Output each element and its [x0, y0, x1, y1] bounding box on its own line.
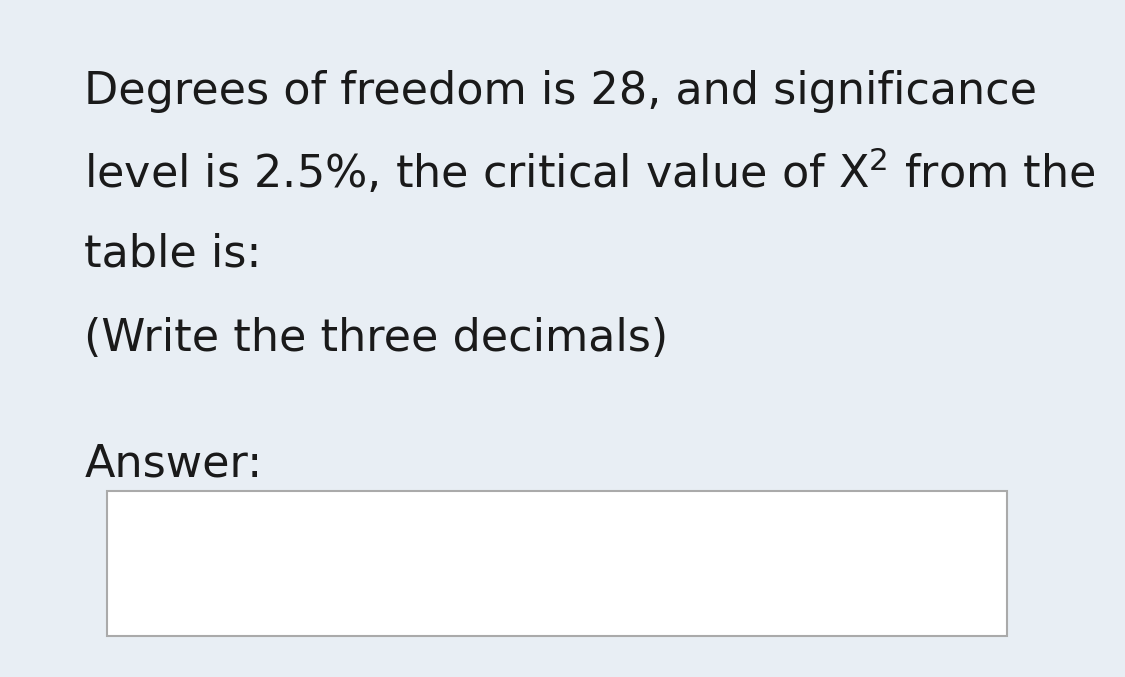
Text: table is:: table is: — [84, 232, 262, 276]
Text: (Write the three decimals): (Write the three decimals) — [84, 317, 668, 360]
Text: Degrees of freedom is 28, and significance: Degrees of freedom is 28, and significan… — [84, 70, 1037, 113]
Text: Answer:: Answer: — [84, 442, 262, 485]
FancyBboxPatch shape — [107, 491, 1007, 636]
Text: level is 2.5%, the critical value of X$^{2}$ from the: level is 2.5%, the critical value of X$^… — [84, 148, 1096, 198]
